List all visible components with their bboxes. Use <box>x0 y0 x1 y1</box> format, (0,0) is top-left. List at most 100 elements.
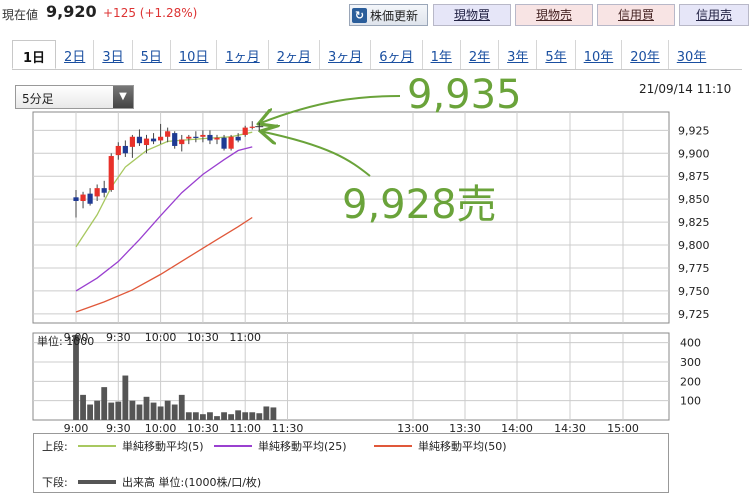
ma25-swatch <box>214 445 252 447</box>
x-tick-lower: 10:00 <box>145 422 177 435</box>
tab-6[interactable]: 2ヶ月 <box>269 40 320 69</box>
volume-bar <box>94 400 101 420</box>
price-change: +125 (+1.28%) <box>103 6 198 20</box>
y-tick-label: 9,875 <box>678 170 710 183</box>
candle-body <box>186 136 192 139</box>
x-tick-upper: 9:00 <box>64 331 89 344</box>
x-tick-lower: 14:30 <box>554 422 586 435</box>
spot-buy-button[interactable]: 現物買 <box>433 4 511 26</box>
x-tick-upper: 10:30 <box>187 331 219 344</box>
candle-body <box>242 127 248 135</box>
y-tick-label: 9,750 <box>678 285 710 298</box>
tab-7[interactable]: 3ヶ月 <box>320 40 372 69</box>
volume-bar <box>249 412 256 420</box>
candle-body <box>80 194 86 201</box>
legend-upper-label: 上段: <box>42 440 68 453</box>
interval-select-value: 5分足 <box>22 92 54 106</box>
candle-body <box>87 193 93 204</box>
tab-15[interactable]: 30年 <box>676 50 707 65</box>
volume-bar <box>157 406 164 420</box>
x-tick-upper: 11:00 <box>229 331 261 344</box>
candle-body <box>165 131 171 137</box>
volume-bar <box>129 400 136 420</box>
refresh-icon: ↻ <box>352 7 367 23</box>
legend-ma25: 単純移動平均(25) <box>214 438 347 454</box>
chart-timestamp: 21/09/14 11:10 <box>639 82 732 96</box>
y-tick-label: 9,825 <box>678 216 710 229</box>
volume-tick-label: 100 <box>680 395 701 408</box>
upper-grid <box>32 111 670 324</box>
candle-body <box>108 156 114 190</box>
volume-bar <box>101 387 108 420</box>
candle-body <box>193 136 199 138</box>
candle-body <box>115 145 121 156</box>
tab-3[interactable]: 5日 <box>133 40 171 69</box>
volume-bar <box>164 400 171 420</box>
annotation-arrow-high <box>260 95 401 123</box>
candle-body <box>101 188 107 193</box>
candle-body <box>129 136 135 147</box>
tab-9[interactable]: 1年 <box>423 40 461 69</box>
candle-body <box>228 136 234 149</box>
ma50-line <box>75 216 253 313</box>
spot-sell-button[interactable]: 現物売 <box>515 4 593 26</box>
tab-2[interactable]: 3日 <box>94 40 133 69</box>
tab-11[interactable]: 3年 <box>499 40 538 69</box>
volume-tick-label: 400 <box>680 337 701 350</box>
y-tick-label: 9,775 <box>678 262 710 275</box>
x-tick-lower: 13:30 <box>449 422 481 435</box>
volume-bars <box>73 334 277 420</box>
volume-bar <box>235 410 242 420</box>
chart-legend: 上段: 単純移動平均(5) 単純移動平均(25) 単純移動平均(50) 下段: … <box>33 433 669 493</box>
volume-bar <box>171 404 178 420</box>
current-price: 9,920 <box>46 2 97 21</box>
tab-10[interactable]: 2年 <box>461 40 500 69</box>
volume-bar <box>150 402 157 420</box>
interval-select[interactable]: 5分足 ▼ <box>15 85 134 109</box>
volume-bar <box>143 396 150 420</box>
tab-5[interactable]: 1ヶ月 <box>217 40 269 69</box>
price-label: 現在値 <box>2 8 39 22</box>
ma5-swatch <box>78 445 116 447</box>
lower-frame <box>32 332 670 421</box>
volume-bar <box>221 412 227 420</box>
candle-body <box>122 145 128 154</box>
candle-body <box>207 134 213 141</box>
price-annotations: 9,935 9,928売 <box>255 72 522 228</box>
tab-1[interactable]: 2日 <box>56 40 95 69</box>
candles <box>73 121 255 218</box>
volume-bar <box>136 404 143 420</box>
period-tabs: 1日 2日 3日 5日 10日 1ヶ月 2ヶ月 3ヶ月 6ヶ月 1年 2年 3年 5年 10年 20年 30年 <box>12 40 742 70</box>
x-tick-lower: 10:30 <box>187 422 219 435</box>
axis-labels: 9,925 9,900 9,875 9,850 9,825 9,800 9,775 9,750… <box>37 124 710 435</box>
tab-0[interactable]: 1日 <box>12 40 57 69</box>
candle-body <box>200 134 206 137</box>
tab-14[interactable]: 20年 <box>622 40 669 69</box>
candle-body <box>150 138 157 142</box>
tab-4[interactable]: 10日 <box>171 40 218 69</box>
volume-bar <box>192 412 199 420</box>
x-tick-lower: 9:00 <box>64 422 89 435</box>
x-tick-lower: 11:30 <box>272 422 304 435</box>
tab-13[interactable]: 10年 <box>576 40 623 69</box>
candle-body <box>94 188 100 197</box>
tab-8[interactable]: 6ヶ月 <box>371 40 423 69</box>
candle-body <box>136 136 143 144</box>
tab-12[interactable]: 5年 <box>537 40 576 69</box>
upper-frame <box>32 111 670 324</box>
candle-body <box>73 197 79 201</box>
legend-ma5: 単純移動平均(5) <box>78 438 204 454</box>
x-tick-lower: 15:00 <box>607 422 639 435</box>
candle-body <box>179 139 185 145</box>
candle-body <box>214 137 220 140</box>
margin-buy-button[interactable]: 信用買 <box>597 4 675 26</box>
refresh-quote-button[interactable]: ↻ 株価更新 <box>349 4 428 26</box>
margin-sell-button[interactable]: 信用売 <box>679 4 749 26</box>
x-tick-lower: 11:00 <box>229 422 261 435</box>
volume-bar <box>207 412 213 420</box>
candle-body <box>172 133 178 146</box>
volume-bar <box>256 413 263 420</box>
volume-bar <box>178 394 185 420</box>
legend-volume: 出来高 単位:(1000株/口/枚) <box>78 474 261 490</box>
candle-body <box>143 138 150 146</box>
